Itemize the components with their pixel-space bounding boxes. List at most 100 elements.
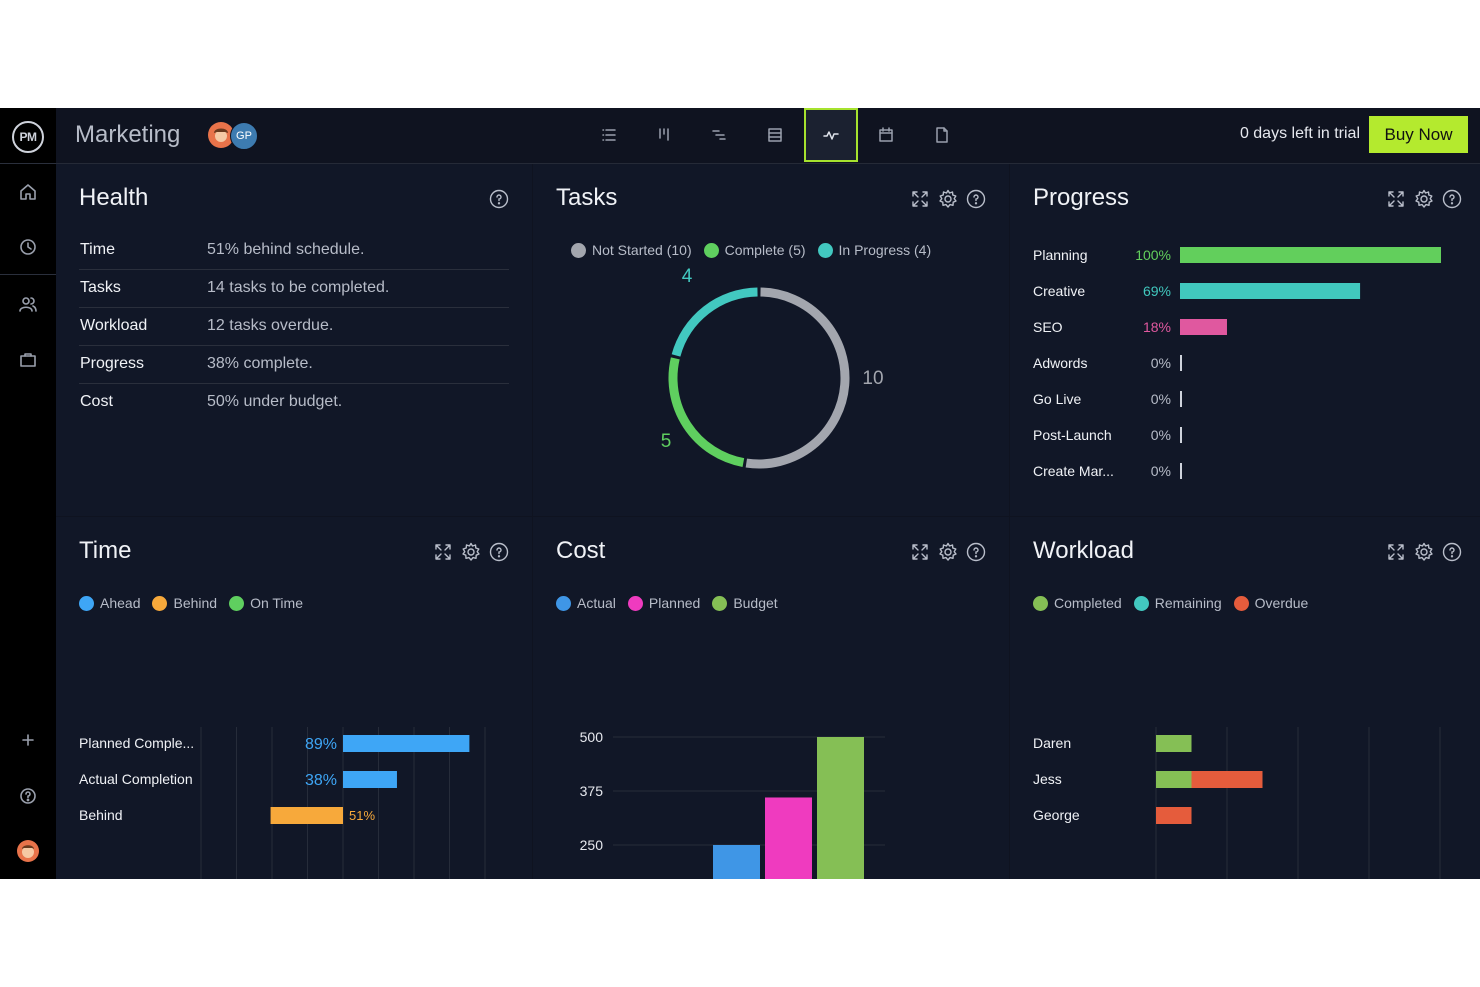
- cost-legend: Actual Planned Budget: [556, 595, 778, 611]
- progress-panel: Progress Planning 100% Creative 69% SEO 18% Ad…: [1010, 164, 1480, 516]
- legend-label: Ahead: [100, 595, 141, 611]
- legend-item[interactable]: Remaining: [1133, 595, 1222, 611]
- briefcase-icon[interactable]: [14, 346, 42, 374]
- legend-item[interactable]: Not Started (10): [571, 242, 692, 258]
- gear-icon[interactable]: [937, 188, 959, 210]
- donut-value-label: 4: [682, 266, 693, 287]
- progress-value-label: 0%: [1151, 427, 1171, 443]
- progress-title: Progress: [1033, 184, 1130, 211]
- calendar-view-button[interactable]: [859, 108, 913, 162]
- clock-icon[interactable]: [14, 233, 42, 261]
- list-view-button[interactable]: [582, 108, 636, 162]
- health-value: 50% under budget.: [207, 393, 343, 410]
- cost-panel: Cost Actual Planned Budget $012525037550…: [533, 517, 1009, 879]
- legend-swatch: [1233, 595, 1249, 611]
- tasks-donut-chart: 10 5 4: [661, 266, 884, 469]
- legend-swatch: [627, 595, 643, 611]
- help-icon[interactable]: [965, 541, 987, 563]
- expand-icon[interactable]: [909, 541, 931, 563]
- member-avatar-1[interactable]: [208, 122, 234, 148]
- legend-item[interactable]: Completed: [1033, 595, 1122, 611]
- list-view-icon: [602, 129, 616, 141]
- legend-item[interactable]: Complete (5): [703, 242, 806, 258]
- legend-item[interactable]: Planned: [627, 595, 700, 611]
- legend-item[interactable]: Overdue: [1233, 595, 1309, 611]
- legend-item[interactable]: In Progress (4): [817, 242, 931, 258]
- time-category-label: Behind: [79, 807, 123, 823]
- dashboard-view-button[interactable]: [804, 108, 858, 162]
- workload-bar: [1156, 807, 1192, 824]
- legend-swatch: [556, 595, 571, 611]
- legend-label: Overdue: [1254, 595, 1309, 611]
- gear-icon[interactable]: [460, 541, 482, 563]
- gear-icon[interactable]: [1413, 188, 1435, 210]
- help-icon[interactable]: [1441, 541, 1463, 563]
- help-icon[interactable]: [1441, 188, 1463, 210]
- legend-label: Actual: [577, 595, 616, 611]
- users-icon[interactable]: [14, 290, 42, 318]
- progress-panel-actions: [1385, 188, 1463, 212]
- sidebar-divider: [0, 274, 56, 275]
- progress-bar-chart: Planning 100% Creative 69% SEO 18% Adwords 0% Go…: [1033, 247, 1441, 479]
- help-icon[interactable]: [14, 782, 42, 810]
- progress-value-label: 0%: [1151, 391, 1171, 407]
- legend-item[interactable]: Actual: [556, 595, 616, 611]
- time-bar: [343, 735, 470, 752]
- progress-bar: [1180, 355, 1182, 371]
- health-label: Cost: [80, 393, 113, 410]
- expand-icon[interactable]: [909, 188, 931, 210]
- home-icon[interactable]: [14, 178, 42, 206]
- workload-bar: [1156, 735, 1192, 752]
- app-window: PM Marketing: [0, 108, 1480, 879]
- time-value-label: 38%: [305, 772, 337, 789]
- member-avatar-gp[interactable]: GP: [230, 122, 258, 150]
- legend-label: Completed: [1054, 595, 1122, 611]
- files-view-button[interactable]: [915, 108, 969, 162]
- help-icon[interactable]: [488, 541, 510, 563]
- legend-label: Complete (5): [724, 242, 806, 258]
- progress-category-label: SEO: [1033, 319, 1063, 335]
- app-logo[interactable]: PM: [12, 121, 44, 153]
- legend-item[interactable]: On Time: [229, 595, 303, 611]
- progress-value-label: 69%: [1143, 283, 1171, 299]
- time-bar-chart: 1007550250255075100Planned Comple...89%A…: [79, 727, 486, 879]
- gear-icon[interactable]: [937, 541, 959, 563]
- top-bar: Marketing GP 0 days left in trial Buy No…: [56, 108, 1480, 164]
- legend-swatch: [817, 242, 833, 258]
- legend-item[interactable]: Budget: [712, 595, 778, 611]
- time-category-label: Actual Completion: [79, 771, 193, 787]
- legend-swatch: [79, 595, 94, 611]
- cost-title: Cost: [556, 537, 606, 564]
- health-label: Tasks: [80, 279, 121, 296]
- expand-icon[interactable]: [1385, 188, 1407, 210]
- donut-slice: [671, 287, 758, 357]
- health-title: Health: [79, 184, 149, 211]
- tasks-panel-actions: [909, 188, 987, 212]
- project-title[interactable]: Marketing: [75, 121, 181, 148]
- progress-value-label: 18%: [1143, 319, 1171, 335]
- sheet-view-icon: [768, 128, 782, 142]
- progress-bar: [1180, 247, 1441, 263]
- gear-icon[interactable]: [1413, 541, 1435, 563]
- time-panel-actions: [432, 541, 510, 565]
- expand-icon[interactable]: [432, 541, 454, 563]
- progress-category-label: Go Live: [1033, 391, 1081, 407]
- user-avatar[interactable]: [14, 837, 42, 865]
- progress-category-label: Create Mar...: [1033, 463, 1114, 479]
- sheet-view-button[interactable]: [748, 108, 802, 162]
- legend-item[interactable]: Ahead: [79, 595, 140, 611]
- board-view-button[interactable]: [637, 108, 691, 162]
- buy-now-button[interactable]: Buy Now: [1369, 116, 1468, 153]
- health-value: 14 tasks to be completed.: [207, 279, 390, 296]
- gantt-view-button[interactable]: [692, 108, 746, 162]
- health-label: Workload: [80, 317, 148, 334]
- progress-category-label: Adwords: [1033, 355, 1087, 371]
- legend-swatch: [152, 595, 168, 611]
- legend-item[interactable]: Behind: [152, 595, 217, 611]
- plus-icon[interactable]: [14, 726, 42, 754]
- trial-status: 0 days left in trial: [1239, 125, 1360, 142]
- expand-icon[interactable]: [1385, 541, 1407, 563]
- legend-label: Behind: [173, 595, 218, 611]
- help-icon[interactable]: [965, 188, 987, 210]
- help-icon[interactable]: [488, 188, 510, 210]
